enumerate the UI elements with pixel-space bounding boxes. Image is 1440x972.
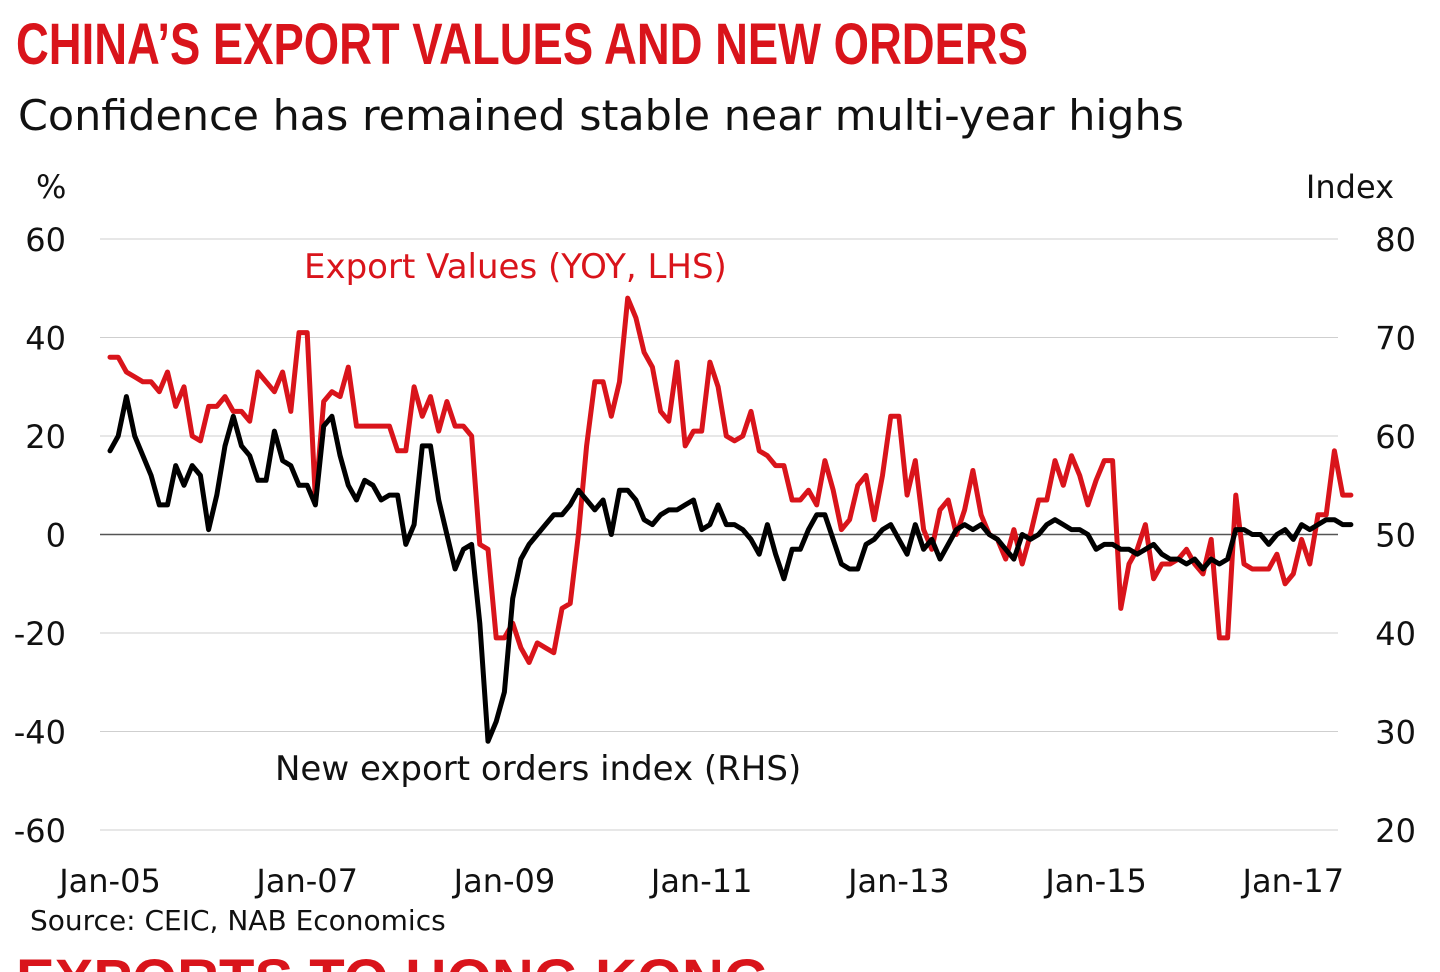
- chart-title: CHINA’S EXPORT VALUES AND NEW ORDERS: [16, 12, 1028, 77]
- left-tick-label: 60: [25, 221, 66, 259]
- new-export-orders-series-line: [107, 394, 1354, 744]
- chart-subtitle: Confidence has remained stable near mult…: [18, 91, 1184, 140]
- left-tick-label: -20: [14, 615, 66, 653]
- right-tick-label: 40: [1375, 615, 1416, 653]
- left-tick-label: -60: [14, 812, 66, 850]
- right-tick-label: 50: [1375, 517, 1416, 555]
- x-tick-label: Jan-13: [846, 862, 950, 900]
- right-tick-label: 80: [1375, 221, 1416, 259]
- right-tick-label: 30: [1375, 714, 1416, 752]
- right-tick-label: 70: [1375, 320, 1416, 358]
- left-axis-label: %: [36, 168, 66, 206]
- x-tick-label: Jan-09: [452, 862, 556, 900]
- right-tick-label: 20: [1375, 812, 1416, 850]
- export-values-annotation: Export Values (YOY, LHS): [304, 247, 727, 287]
- x-tick-label: Jan-17: [1241, 862, 1345, 900]
- grid-lines: [100, 238, 1338, 831]
- left-tick-label: 40: [25, 320, 66, 358]
- x-tick-label: Jan-05: [57, 862, 161, 900]
- x-tick-label: Jan-11: [649, 862, 753, 900]
- left-tick-label: -40: [14, 714, 66, 752]
- x-tick-label: Jan-15: [1043, 862, 1147, 900]
- left-tick-label: 0: [46, 517, 66, 555]
- right-axis-ticks: 80 70 60 50 40 30 20: [1375, 221, 1416, 850]
- next-chart-title: EXPORTS TO HONG KONG: [16, 948, 769, 972]
- left-axis-ticks: 60 40 20 0 -20 -40 -60: [14, 221, 66, 850]
- right-axis-label: Index: [1306, 168, 1394, 206]
- source-note: Source: CEIC, NAB Economics: [30, 904, 446, 937]
- x-axis-ticks: Jan-05 Jan-07 Jan-09 Jan-11 Jan-13 Jan-15 Jan-…: [57, 862, 1344, 900]
- left-tick-label: 20: [25, 418, 66, 456]
- right-tick-label: 60: [1375, 418, 1416, 456]
- x-tick-label: Jan-07: [254, 862, 358, 900]
- new-export-orders-annotation: New export orders index (RHS): [275, 749, 801, 789]
